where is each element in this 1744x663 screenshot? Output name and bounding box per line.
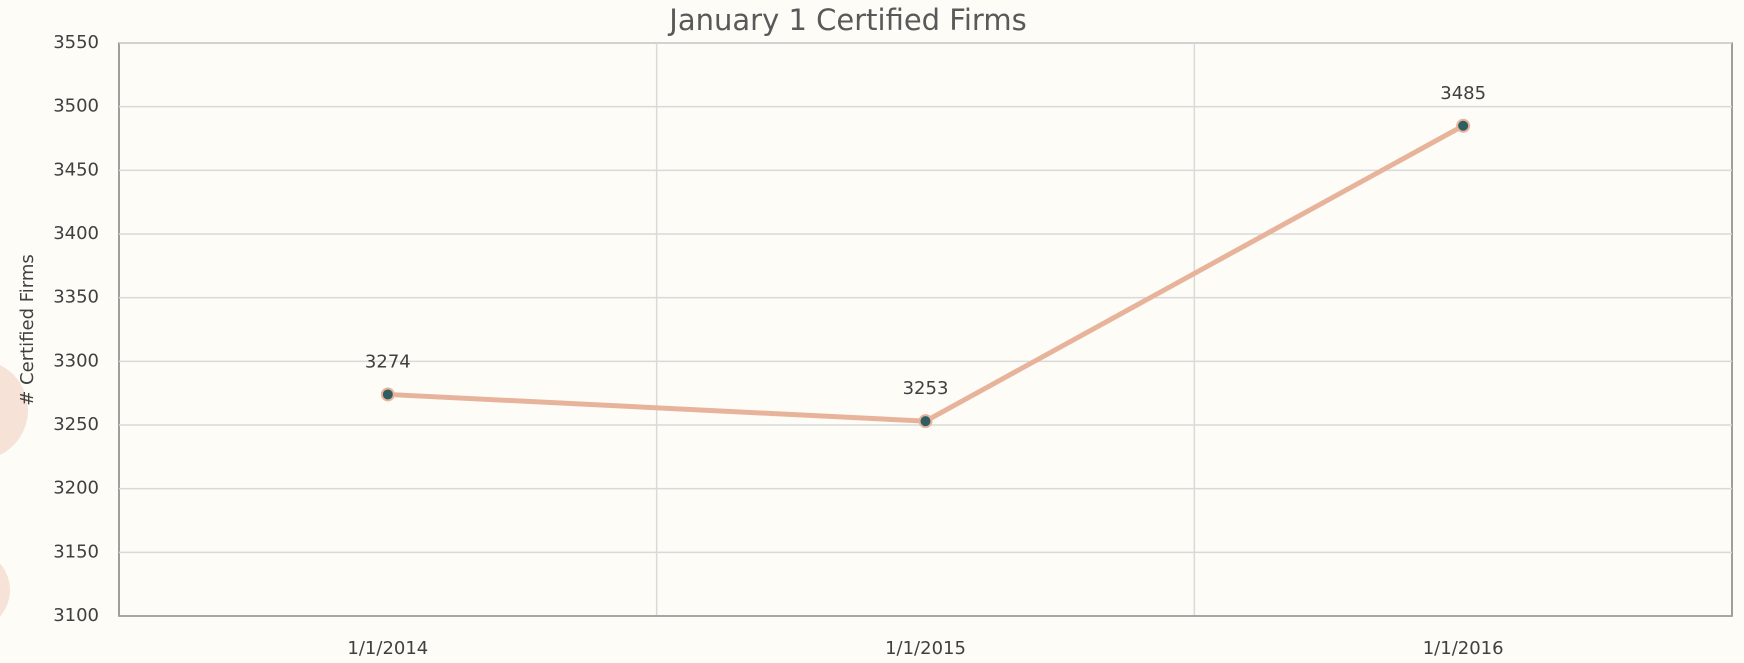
y-tick-label: 3300 bbox=[53, 350, 99, 371]
y-axis-label: # Certified Firms bbox=[17, 254, 38, 406]
marker bbox=[918, 414, 933, 429]
y-tick-label: 3400 bbox=[53, 223, 99, 244]
data-label: 3253 bbox=[903, 378, 949, 399]
chart-title: January 1 Certified Firms bbox=[667, 3, 1026, 37]
y-tick-label: 3350 bbox=[53, 287, 99, 308]
data-label: 3485 bbox=[1440, 83, 1486, 104]
x-tick-label: 1/1/2015 bbox=[885, 638, 966, 659]
decoration bbox=[0, 365, 28, 455]
y-tick-label: 3550 bbox=[53, 32, 99, 53]
x-tick-label: 1/1/2014 bbox=[347, 638, 428, 659]
y-tick-label: 3150 bbox=[53, 541, 99, 562]
y-tick-label: 3450 bbox=[53, 159, 99, 180]
decoration bbox=[0, 563, 10, 617]
data-label: 3274 bbox=[365, 351, 411, 372]
marker bbox=[1456, 118, 1471, 133]
x-tick-label: 1/1/2016 bbox=[1423, 638, 1504, 659]
y-tick-label: 3500 bbox=[53, 96, 99, 117]
y-tick-label: 3100 bbox=[53, 605, 99, 626]
marker bbox=[380, 387, 395, 402]
y-tick-label: 3200 bbox=[53, 478, 99, 499]
y-tick-label: 3250 bbox=[53, 414, 99, 435]
